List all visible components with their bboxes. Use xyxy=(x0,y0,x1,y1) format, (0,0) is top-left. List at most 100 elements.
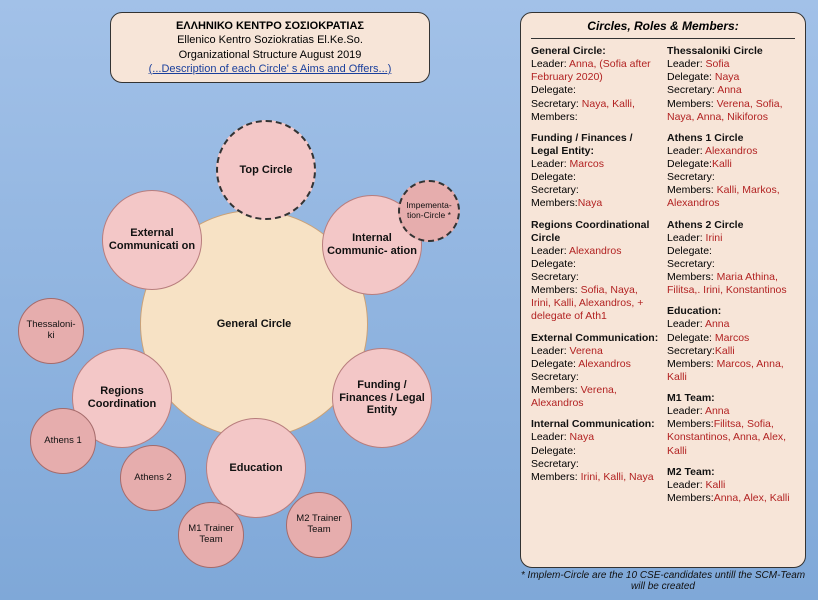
circle-label: Impementa- tion-Circle * xyxy=(404,201,454,221)
member-group: Thessaloniki CircleLeader: SofiaDelegate… xyxy=(667,45,795,124)
line-value: Irini xyxy=(706,232,723,244)
circle-ath1: Athens 1 xyxy=(30,408,96,474)
line-value: Alexandros xyxy=(578,358,631,370)
group-title: Education: xyxy=(667,305,795,318)
line-label: Secretary: xyxy=(531,271,579,283)
circle-label: Education xyxy=(229,462,282,475)
title-line2: Ellenico Kentro Soziokratias El.Ke.So. xyxy=(121,33,419,47)
group-line: Members: Marcos, Anna, Kalli xyxy=(667,358,795,384)
line-label: Members: xyxy=(667,358,717,370)
circle-label: General Circle xyxy=(217,318,292,331)
line-label: Delegate: xyxy=(531,84,576,96)
group-title: Regions Coordinational Circle xyxy=(531,219,659,245)
line-label: Leader: xyxy=(667,58,706,70)
line-value: Marcos xyxy=(715,332,749,344)
group-line: Leader: Kalli xyxy=(667,479,795,492)
line-label: Delegate: xyxy=(531,358,578,370)
line-value: Alexandros xyxy=(569,245,622,257)
line-label: Secretary: xyxy=(667,84,717,96)
member-group: General Circle:Leader: Anna, (Sofia afte… xyxy=(531,45,659,124)
line-label: Members: xyxy=(531,111,578,123)
circle-thess: Thessaloni- ki xyxy=(18,298,84,364)
panel-col-right: Thessaloniki CircleLeader: SofiaDelegate… xyxy=(667,45,795,557)
line-label: Members: xyxy=(531,197,578,209)
group-line: Secretary: xyxy=(531,184,659,197)
circle-m1: M1 Trainer Team xyxy=(178,502,244,568)
group-line: Leader: Sofia xyxy=(667,58,795,71)
circle-external: External Communicati on xyxy=(102,190,202,290)
member-group: M2 Team:Leader: KalliMembers:Anna, Alex,… xyxy=(667,466,795,505)
line-value: Alexandros xyxy=(705,145,758,157)
line-label: Leader: xyxy=(531,158,570,170)
circle-label: Regions Coordination xyxy=(77,385,167,410)
line-label: Leader: xyxy=(531,58,569,70)
line-label: Leader: xyxy=(531,345,570,357)
line-value: Anna xyxy=(717,84,742,96)
group-line: Delegate: xyxy=(531,84,659,97)
line-value: Anna xyxy=(705,318,730,330)
title-line1: ΕΛΛΗΝΙΚΟ ΚΕΝΤΡΟ ΣΟΣΙΟΚΡΑΤΙΑΣ xyxy=(121,19,419,33)
line-label: Members: xyxy=(531,284,581,296)
group-line: Members: Verena, Alexandros xyxy=(531,384,659,410)
line-label: Leader: xyxy=(667,145,705,157)
title-link[interactable]: (...Description of each Circle' s Aims a… xyxy=(121,62,419,76)
circle-ath2: Athens 2 xyxy=(120,445,186,511)
line-value: Naya xyxy=(578,197,603,209)
line-label: Leader: xyxy=(667,479,706,491)
member-group: Internal Communication:Leader: NayaDeleg… xyxy=(531,418,659,484)
circle-label: Top Circle xyxy=(240,164,293,177)
line-value: Anna xyxy=(705,405,730,417)
line-label: Secretary: xyxy=(531,98,582,110)
line-label: Members: xyxy=(531,384,581,396)
line-label: Delegate: xyxy=(667,332,715,344)
line-label: Members: xyxy=(667,271,717,283)
line-label: Members: xyxy=(667,98,717,110)
title-line3: Organizational Structure August 2019 xyxy=(121,48,419,62)
group-title: M2 Team: xyxy=(667,466,795,479)
circle-label: M2 Trainer Team xyxy=(291,514,347,536)
footnote: * Implem-Circle are the 10 CSE-candidate… xyxy=(520,570,806,592)
circle-label: Thessaloni- ki xyxy=(23,320,79,342)
line-value: Naya xyxy=(715,71,740,83)
member-group: Athens 1 CircleLeader: AlexandrosDelegat… xyxy=(667,132,795,211)
line-label: Leader: xyxy=(531,245,569,257)
line-label: Leader: xyxy=(667,318,705,330)
line-value: Kalli xyxy=(712,158,732,170)
member-group: External Communication:Leader: VerenaDel… xyxy=(531,332,659,411)
line-label: Delegate: xyxy=(667,158,712,170)
line-label: Leader: xyxy=(667,405,705,417)
group-line: Secretary: xyxy=(667,258,795,271)
group-line: Leader: Marcos xyxy=(531,158,659,171)
line-value: Irini, Kalli, Naya xyxy=(581,471,654,483)
group-title: M1 Team: xyxy=(667,392,795,405)
group-line: Secretary: Anna xyxy=(667,84,795,97)
group-line: Delegate: Marcos xyxy=(667,332,795,345)
circle-top: Top Circle xyxy=(216,120,316,220)
group-title: Funding / Finances / Legal Entity: xyxy=(531,132,659,158)
line-value: Kalli xyxy=(715,345,735,357)
group-line: Leader: Verena xyxy=(531,345,659,358)
group-line: Leader: Anna xyxy=(667,318,795,331)
group-line: Members: Irini, Kalli, Naya xyxy=(531,471,659,484)
group-line: Leader: Alexandros xyxy=(667,145,795,158)
circle-impl: Impementa- tion-Circle * xyxy=(398,180,460,242)
line-label: Members: xyxy=(531,471,581,483)
member-group: Education:Leader: AnnaDelegate: MarcosSe… xyxy=(667,305,795,384)
line-label: Members: xyxy=(667,492,714,504)
group-line: Members:Naya xyxy=(531,197,659,210)
group-line: Delegate: xyxy=(531,445,659,458)
line-label: Secretary: xyxy=(667,171,715,183)
group-line: Leader: Naya xyxy=(531,431,659,444)
group-line: Members: Sofia, Naya, Irini, Kalli, Alex… xyxy=(531,284,659,323)
group-line: Delegate: xyxy=(531,258,659,271)
group-line: Members:Anna, Alex, Kalli xyxy=(667,492,795,505)
title-box: ΕΛΛΗΝΙΚΟ ΚΕΝΤΡΟ ΣΟΣΙΟΚΡΑΤΙΑΣ Ellenico Ke… xyxy=(110,12,430,83)
line-label: Delegate: xyxy=(667,71,715,83)
group-title: Athens 1 Circle xyxy=(667,132,795,145)
group-line: Leader: Anna xyxy=(667,405,795,418)
line-label: Members: xyxy=(667,184,717,196)
group-line: Delegate: Alexandros xyxy=(531,358,659,371)
circle-label: Funding / Finances / Legal Entity xyxy=(337,379,427,417)
line-value: Anna, Alex, Kalli xyxy=(714,492,790,504)
circle-label: Athens 2 xyxy=(134,473,172,484)
